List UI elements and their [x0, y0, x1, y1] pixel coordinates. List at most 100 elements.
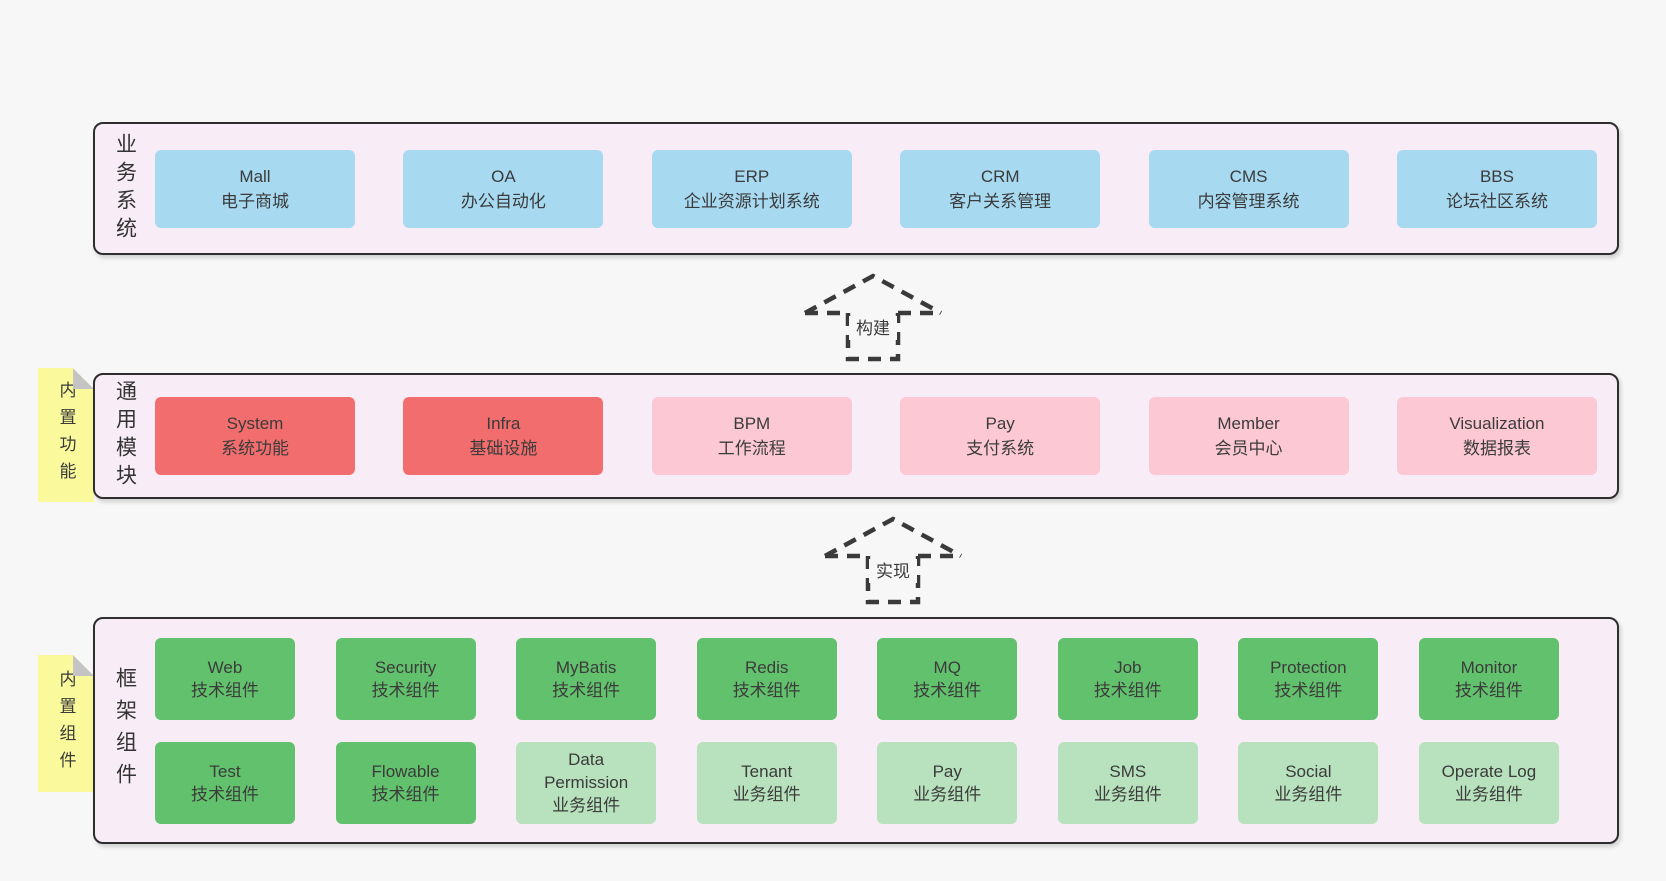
arrow-build: 构建 [803, 273, 943, 362]
section-side-label: 框架组件 [113, 666, 137, 795]
section-side-label-wrap: 业务系统 [95, 124, 155, 253]
module-box-system: System 系统功能 [155, 397, 355, 475]
arrow-label-bg [849, 316, 897, 340]
module-box-cms: CMS 内容管理系统 [1148, 149, 1349, 228]
box-title: MyBatis [555, 657, 617, 677]
module-box-mybatis: MyBatis 技术组件 [516, 637, 657, 720]
module-box-erp: ERP 企业资源计划系统 [651, 149, 852, 228]
box-subtitle: 技术组件 [913, 680, 982, 700]
framework-components-boxes: Web 技术组件 Security 技术组件 MyBatis 技术组件 Redis 技术组件 M… [155, 619, 1617, 842]
box-subtitle: 基础设施 [469, 439, 538, 458]
box-subtitle: 技术组件 [1454, 680, 1523, 700]
box-subtitle: 业务组件 [1454, 784, 1523, 804]
sticky-note-built-in-features: 内置功能 [38, 368, 94, 502]
box-title: Mall [239, 166, 271, 186]
box-title: Redis [744, 657, 789, 677]
box-title: Member [1217, 414, 1280, 433]
box-row: Web 技术组件 Security 技术组件 MyBatis 技术组件 Redis 技术组件 M… [155, 637, 1559, 720]
box-subtitle: 技术组件 [1274, 680, 1343, 700]
box-subtitle: 企业资源计划系统 [683, 191, 820, 211]
box-row: Test 技术组件 Flowable 技术组件 Data Permission 业务组件 T… [155, 741, 1559, 824]
box-row: System 系统功能 Infra 基础设施 BPM 工作流程 Pay 支付系统 Member 会… [155, 397, 1597, 475]
module-box-flowable: Flowable 技术组件 [335, 741, 476, 824]
box-subtitle: 业务组件 [552, 796, 621, 815]
box-title: ERP [734, 166, 770, 186]
box-title: Flowable [371, 761, 440, 781]
box-title: OA [491, 166, 516, 186]
sticky-note-built-in-components: 内置组件 [38, 655, 94, 792]
module-box-visualization: Visualization 数据报表 [1396, 397, 1597, 475]
box-title: BBS [1479, 166, 1514, 186]
section-side-label-wrap: 通用模块 [95, 375, 155, 497]
business-systems-boxes: Mall 电子商城 OA 办公自动化 ERP 企业资源计划系统 CRM 客户关系管理 CMS 内容… [155, 124, 1617, 253]
module-box-social: Social 业务组件 [1238, 741, 1379, 824]
box-subtitle: 论坛社区系统 [1445, 191, 1548, 211]
box-subtitle: 技术组件 [552, 680, 621, 700]
section-side-label: 业务系统 [113, 132, 137, 245]
box-subtitle: 业务组件 [1274, 784, 1343, 804]
module-box-web: Web 技术组件 [155, 637, 295, 720]
box-subtitle: 工作流程 [717, 439, 786, 458]
box-subtitle: 技术组件 [732, 680, 801, 700]
box-subtitle: 技术组件 [191, 784, 259, 804]
box-title: CMS [1229, 166, 1268, 186]
module-box-pay: Pay 业务组件 [877, 741, 1018, 824]
box-subtitle: 支付系统 [966, 439, 1035, 458]
box-title: Operate Log [1441, 761, 1537, 781]
module-box-member: Member 会员中心 [1148, 397, 1349, 475]
arrow-label: 构建 [856, 319, 890, 338]
arrow-label-bg [869, 559, 917, 583]
box-title: System [226, 414, 284, 433]
box-subtitle: 系统功能 [221, 439, 289, 458]
section-common-modules: 通用模块 System 系统功能 Infra 基础设施 BPM 工作流程 Pay 支付系统 Me… [93, 373, 1619, 499]
module-box-infra: Infra 基础设施 [403, 397, 604, 475]
box-subtitle: 技术组件 [1093, 680, 1162, 700]
box-title: Visualization [1449, 414, 1545, 433]
sticky-note-label: 内置组件 [56, 669, 76, 778]
section-side-label-wrap: 框架组件 [95, 619, 155, 842]
arrow-roof [823, 516, 963, 558]
module-box-redis: Redis 技术组件 [696, 637, 837, 720]
module-box-bbs: BBS 论坛社区系统 [1396, 149, 1597, 228]
section-side-label: 通用模块 [113, 380, 137, 492]
module-box-mall: Mall 电子商城 [155, 149, 355, 228]
box-subtitle: 电子商城 [221, 191, 289, 211]
arrow-stem [865, 556, 921, 605]
box-title: Pay [932, 761, 962, 781]
box-subtitle: 客户关系管理 [949, 191, 1052, 211]
box-title: Job [1114, 657, 1142, 677]
arrow-stem [845, 313, 901, 362]
module-box-operate-log: Operate Log 业务组件 [1418, 741, 1559, 824]
box-subtitle: 内容管理系统 [1197, 191, 1300, 211]
arrow-label: 实现 [876, 562, 910, 581]
box-title: Tenant [741, 761, 793, 781]
module-box-monitor: Monitor 技术组件 [1418, 637, 1559, 720]
box-row: Mall 电子商城 OA 办公自动化 ERP 企业资源计划系统 CRM 客户关系管理 CMS 内容… [155, 149, 1597, 228]
module-box-bpm: BPM 工作流程 [651, 397, 852, 475]
box-subtitle: 业务组件 [732, 784, 801, 804]
box-title: CRM [980, 166, 1020, 186]
module-box-sms: SMS 业务组件 [1057, 741, 1198, 824]
module-box-oa: OA 办公自动化 [403, 149, 604, 228]
box-subtitle: 办公自动化 [460, 191, 546, 211]
module-box-tenant: Tenant 业务组件 [696, 741, 837, 824]
module-box-security: Security 技术组件 [335, 637, 476, 720]
module-box-mq: MQ 技术组件 [877, 637, 1018, 720]
box-subtitle: 技术组件 [371, 680, 440, 700]
common-modules-boxes: System 系统功能 Infra 基础设施 BPM 工作流程 Pay 支付系统 Member 会… [155, 375, 1617, 497]
module-box-crm: CRM 客户关系管理 [900, 149, 1101, 228]
box-title: MQ [933, 657, 961, 677]
sticky-note-label: 内置功能 [56, 381, 76, 489]
module-box-protection: Protection 技术组件 [1238, 637, 1379, 720]
arrow-implement: 实现 [823, 516, 963, 605]
box-title: SMS [1109, 761, 1147, 781]
box-title: Infra [486, 414, 521, 433]
sticky-fold-corner [73, 655, 94, 676]
box-subtitle: 技术组件 [371, 784, 440, 804]
box-title: Social [1285, 761, 1332, 781]
box-title: Test [209, 761, 241, 781]
box-subtitle: 业务组件 [1093, 784, 1162, 804]
sticky-fold-corner [73, 368, 94, 389]
section-framework-components: 框架组件 Web 技术组件 Security 技术组件 MyBatis 技术组件 Redis… [93, 617, 1619, 844]
box-title: Protection [1270, 657, 1347, 677]
